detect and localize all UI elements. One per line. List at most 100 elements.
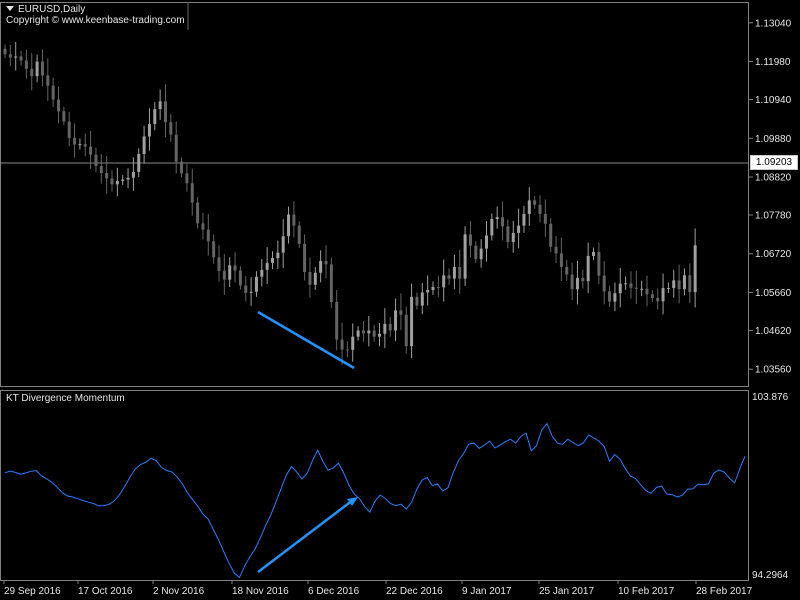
candle [281, 219, 285, 268]
candle [222, 253, 226, 295]
candle [67, 112, 71, 147]
candle-body [78, 144, 82, 146]
candle-body [340, 339, 344, 350]
candle [105, 155, 109, 194]
candle [137, 148, 141, 177]
candle-body [190, 183, 194, 203]
candle [249, 277, 253, 306]
date-tick-label: 10 Feb 2017 [618, 586, 675, 597]
candle [180, 157, 184, 178]
candle [367, 315, 371, 347]
symbol-label: EURUSD,Daily [18, 4, 86, 15]
candle-body [447, 275, 451, 279]
candle [629, 271, 633, 299]
candle [57, 86, 60, 124]
candle-body [602, 275, 606, 292]
candle-body [40, 61, 44, 76]
candle [452, 254, 456, 290]
candle [78, 138, 82, 150]
candle-body [206, 229, 210, 242]
price-divergence-line [257, 310, 355, 370]
candle-body [629, 283, 633, 288]
candle [479, 239, 483, 268]
candle [447, 268, 451, 285]
price-tick-label: 1.13040 [755, 18, 792, 29]
candle-body [554, 246, 558, 254]
candle-body [24, 60, 28, 69]
candle [501, 201, 505, 241]
dropdown-triangle-icon[interactable] [6, 6, 14, 11]
price-tick-label: 1.07780 [755, 211, 792, 222]
candle-body [656, 297, 660, 302]
candle [468, 221, 472, 258]
candle [378, 323, 381, 347]
candle-body [292, 214, 296, 226]
candle [40, 49, 44, 87]
candle-body [276, 252, 280, 259]
candle-body [164, 101, 167, 123]
candle-body [586, 255, 590, 282]
candle [533, 196, 537, 209]
candle-body [228, 265, 232, 280]
price-tick-label: 1.03560 [755, 365, 792, 376]
candle-body [570, 274, 574, 290]
candle-body [372, 330, 376, 337]
candle-body [527, 200, 531, 214]
candle-body [281, 236, 285, 253]
candle [24, 49, 28, 79]
candle [51, 77, 55, 107]
date-tick-label: 6 Dec 2016 [308, 586, 360, 597]
candle-body [543, 213, 547, 224]
arrowhead-icon [347, 497, 358, 506]
indicator-title: KT Divergence Momentum [6, 393, 125, 404]
symbol-title[interactable]: EURUSD,Daily [6, 4, 85, 15]
price-axis-labels: 1.13040 1.11980 1.10940 1.09880 1.08820 1.077… [749, 18, 792, 376]
candle [650, 289, 654, 302]
candle [287, 206, 291, 244]
candle-body [650, 294, 654, 298]
candle [361, 321, 365, 342]
candle-body [608, 291, 612, 302]
candle [260, 259, 264, 287]
candle [308, 257, 312, 298]
candle [442, 259, 446, 302]
candle-body [265, 262, 269, 270]
candle-body [105, 172, 109, 179]
candle [527, 187, 531, 226]
momentum-divergence-arrow [257, 497, 358, 573]
candle [404, 306, 408, 354]
candle [436, 276, 440, 297]
candle [83, 133, 87, 157]
candle [666, 282, 670, 294]
candle-body [260, 269, 264, 277]
candle [217, 245, 221, 282]
candle [672, 269, 676, 298]
candle [324, 245, 328, 279]
candle-body [67, 121, 71, 138]
indicator-max-label: 103.876 [752, 392, 789, 403]
candle [490, 213, 494, 241]
candle-body [549, 223, 553, 247]
date-tick-label: 9 Jan 2017 [462, 586, 512, 597]
candle [206, 213, 210, 256]
candle [228, 257, 232, 288]
candle-body [463, 234, 467, 279]
candle [340, 322, 344, 365]
candle [46, 58, 50, 101]
candle [565, 259, 569, 281]
candle [329, 257, 333, 309]
candle-body [319, 261, 323, 273]
candle-body [115, 181, 119, 185]
candle [292, 201, 296, 238]
candle [511, 220, 515, 253]
candle [688, 263, 692, 303]
candle [682, 268, 686, 296]
candle [8, 44, 12, 67]
candle [693, 228, 697, 308]
candle-body [597, 251, 601, 276]
candle [656, 288, 660, 310]
candle-body [147, 124, 151, 137]
candle-body [142, 136, 146, 154]
candle-body [672, 280, 676, 289]
